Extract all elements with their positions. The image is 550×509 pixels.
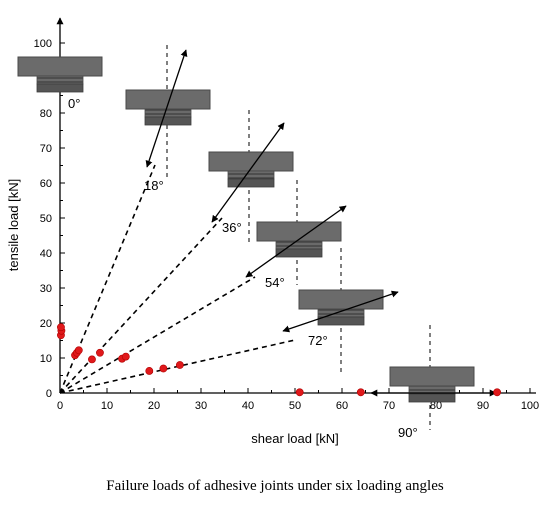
specimen-18 bbox=[125, 89, 211, 126]
load-path-54 bbox=[59, 276, 256, 394]
y-axis-title: tensile load [kN] bbox=[6, 179, 21, 272]
x-tick-label: 50 bbox=[289, 400, 301, 412]
x-tick-label: 90 bbox=[477, 400, 489, 412]
angle-label-18: 18° bbox=[144, 178, 164, 193]
data-point bbox=[96, 348, 104, 357]
chart: 0 10 20 30 40 50 60 70 80 90 100 0 10 20 30 40 50 60 70 80 9… bbox=[6, 17, 539, 446]
data-point bbox=[74, 346, 83, 355]
data-point bbox=[121, 352, 130, 361]
data-point bbox=[57, 323, 65, 332]
angle-label-36: 36° bbox=[222, 220, 242, 235]
data-points bbox=[57, 323, 501, 397]
load-arrow-18 bbox=[145, 49, 188, 168]
y-tick-label: 20 bbox=[40, 318, 52, 330]
angle-label-90: 90° bbox=[398, 425, 418, 440]
load-arrows bbox=[145, 49, 497, 397]
angle-labels: 0° 18° 36° 54° 72° 90° bbox=[68, 96, 418, 440]
x-tick-label: 60 bbox=[336, 400, 348, 412]
load-arrow-36 bbox=[211, 122, 285, 223]
data-point bbox=[493, 388, 501, 397]
angle-label-72: 72° bbox=[308, 333, 328, 348]
y-tick-label: 70 bbox=[40, 143, 52, 155]
data-point bbox=[145, 367, 154, 375]
specimen-36 bbox=[208, 151, 294, 188]
x-tick-label: 30 bbox=[195, 400, 207, 412]
axes bbox=[56, 17, 536, 394]
y-tick-label: 10 bbox=[40, 353, 52, 365]
data-point bbox=[356, 388, 365, 397]
y-tick-label: 50 bbox=[40, 213, 52, 225]
specimen-72 bbox=[298, 289, 384, 326]
figure-caption: Failure loads of adhesive joints under s… bbox=[106, 478, 444, 494]
x-tick-label: 40 bbox=[242, 400, 254, 412]
y-tick-label: 80 bbox=[40, 108, 52, 120]
x-tick-label: 100 bbox=[521, 400, 539, 412]
x-tick-label: 80 bbox=[430, 400, 442, 412]
y-tick-label: 100 bbox=[34, 38, 52, 50]
data-point bbox=[295, 388, 304, 397]
x-tick-label: 20 bbox=[148, 400, 160, 412]
y-tick-label: 40 bbox=[40, 248, 52, 260]
x-tick-label: 10 bbox=[101, 400, 113, 412]
x-axis-title: shear load [kN] bbox=[251, 431, 338, 446]
x-tick-label: 70 bbox=[383, 400, 395, 412]
y-tick-label: 0 bbox=[46, 388, 52, 400]
load-arrow-72 bbox=[282, 290, 399, 333]
y-tick-label: 60 bbox=[40, 178, 52, 190]
data-point bbox=[88, 355, 96, 364]
angle-label-0: 0° bbox=[68, 96, 80, 111]
load-arrow-54 bbox=[245, 205, 347, 278]
specimen-0 bbox=[17, 56, 103, 93]
y-tick-label: 30 bbox=[40, 283, 52, 295]
data-point bbox=[159, 364, 168, 373]
x-tick-label: 0 bbox=[57, 400, 63, 412]
specimen-90 bbox=[389, 366, 475, 403]
load-path-36 bbox=[59, 217, 223, 394]
angle-label-54: 54° bbox=[265, 275, 285, 290]
data-point bbox=[175, 361, 184, 369]
